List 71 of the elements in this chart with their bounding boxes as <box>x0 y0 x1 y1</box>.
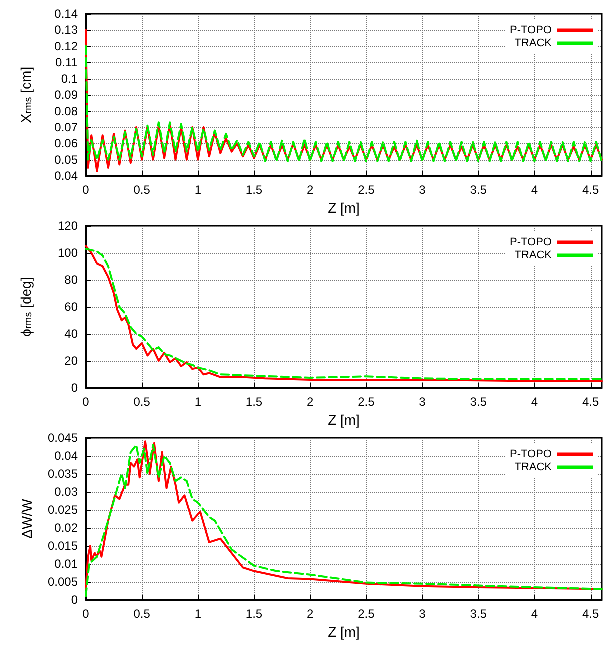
x-tick-label: 1 <box>194 607 202 622</box>
x-tick-label: 0.5 <box>134 607 151 622</box>
x-tick-label: 3 <box>419 395 426 410</box>
y-tick-label: 0 <box>71 593 78 608</box>
y-tick-label: 120 <box>58 219 78 233</box>
x-tick-label: 0.5 <box>134 395 151 410</box>
x-tick-label: 2 <box>307 607 314 622</box>
x-tick-label: 2.5 <box>358 607 376 622</box>
y-tick-label: 0.12 <box>54 39 78 54</box>
x-tick-label: 3.5 <box>470 607 488 622</box>
x-axis-title: Z [m] <box>328 624 360 640</box>
x-tick-label: 1.5 <box>246 607 263 622</box>
x-tick-label: 4.5 <box>582 395 600 410</box>
legend-label: P-TOPO <box>510 24 552 36</box>
x-tick-label: 2.5 <box>358 395 376 410</box>
x-tick-label: 4 <box>531 607 538 622</box>
x-tick-label: 4 <box>531 183 538 198</box>
y-tick-label: 0.01 <box>54 557 78 572</box>
y-tick-label: 20 <box>64 354 78 368</box>
y-tick-label: 0.11 <box>56 56 78 70</box>
x-tick-label: 3 <box>419 607 426 622</box>
x-axis-title: Z [m] <box>328 200 360 216</box>
x-axis-title: Z [m] <box>328 412 360 428</box>
x-tick-label: 2 <box>307 183 314 198</box>
y-tick-label: 0.1 <box>61 72 78 86</box>
y-tick-label: 0.035 <box>48 467 78 482</box>
x-tick-label: 0 <box>82 183 90 198</box>
y-tick-label: 0 <box>71 381 78 396</box>
legend-label: P-TOPO <box>510 448 552 460</box>
legend-label: P-TOPO <box>510 236 552 248</box>
x-tick-label: 1 <box>194 183 202 198</box>
y-tick-label: 60 <box>64 300 78 314</box>
y-tick-label: 100 <box>58 246 78 260</box>
x-tick-label: 2.5 <box>358 183 376 198</box>
x-tick-label: 1 <box>194 395 202 410</box>
y-tick-label: 0.045 <box>48 431 78 445</box>
legend-label: TRACK <box>514 250 553 262</box>
y-tick-label: 0.05 <box>54 152 78 167</box>
y-tick-label: 0.14 <box>54 7 78 21</box>
x-tick-label: 3.5 <box>470 183 488 198</box>
legend-label: TRACK <box>514 462 553 474</box>
y-tick-label: 80 <box>64 273 78 288</box>
y-tick-label: 0.09 <box>54 88 78 102</box>
x-tick-label: 0.5 <box>134 183 151 198</box>
x-tick-label: 4.5 <box>582 183 600 198</box>
y-tick-label: 0.04 <box>54 449 78 464</box>
y-tick-label: 0.02 <box>54 521 78 536</box>
y-tick-label: 0.03 <box>54 485 78 500</box>
x-tick-label: 3.5 <box>470 395 488 410</box>
y-tick-label: 0.015 <box>48 539 78 554</box>
x-tick-label: 3 <box>419 183 426 198</box>
x-tick-label: 0 <box>82 607 90 622</box>
line-series <box>85 45 603 163</box>
y-tick-label: 0.08 <box>54 104 78 118</box>
y-axis-title: Xrms [cm] <box>18 66 34 124</box>
y-tick-label: 0.13 <box>54 23 78 38</box>
x-tick-label: 1.5 <box>246 395 263 410</box>
x-tick-label: 0 <box>82 395 90 410</box>
legend-label: TRACK <box>514 38 553 50</box>
x-tick-label: 4.5 <box>582 607 600 622</box>
y-axis-title: ΔW/W <box>19 498 35 539</box>
x-tick-label: 1.5 <box>246 183 263 198</box>
y-axis-title: ϕrms [deg] <box>18 277 34 337</box>
x-tick-label: 2 <box>307 395 314 410</box>
y-tick-label: 0.06 <box>54 136 78 151</box>
y-tick-label: 40 <box>64 327 78 342</box>
x-tick-label: 4 <box>531 395 538 410</box>
y-tick-label: 0.005 <box>48 575 78 590</box>
y-tick-label: 0.07 <box>54 120 78 134</box>
y-tick-label: 0.04 <box>54 169 78 184</box>
y-tick-label: 0.025 <box>48 503 78 518</box>
